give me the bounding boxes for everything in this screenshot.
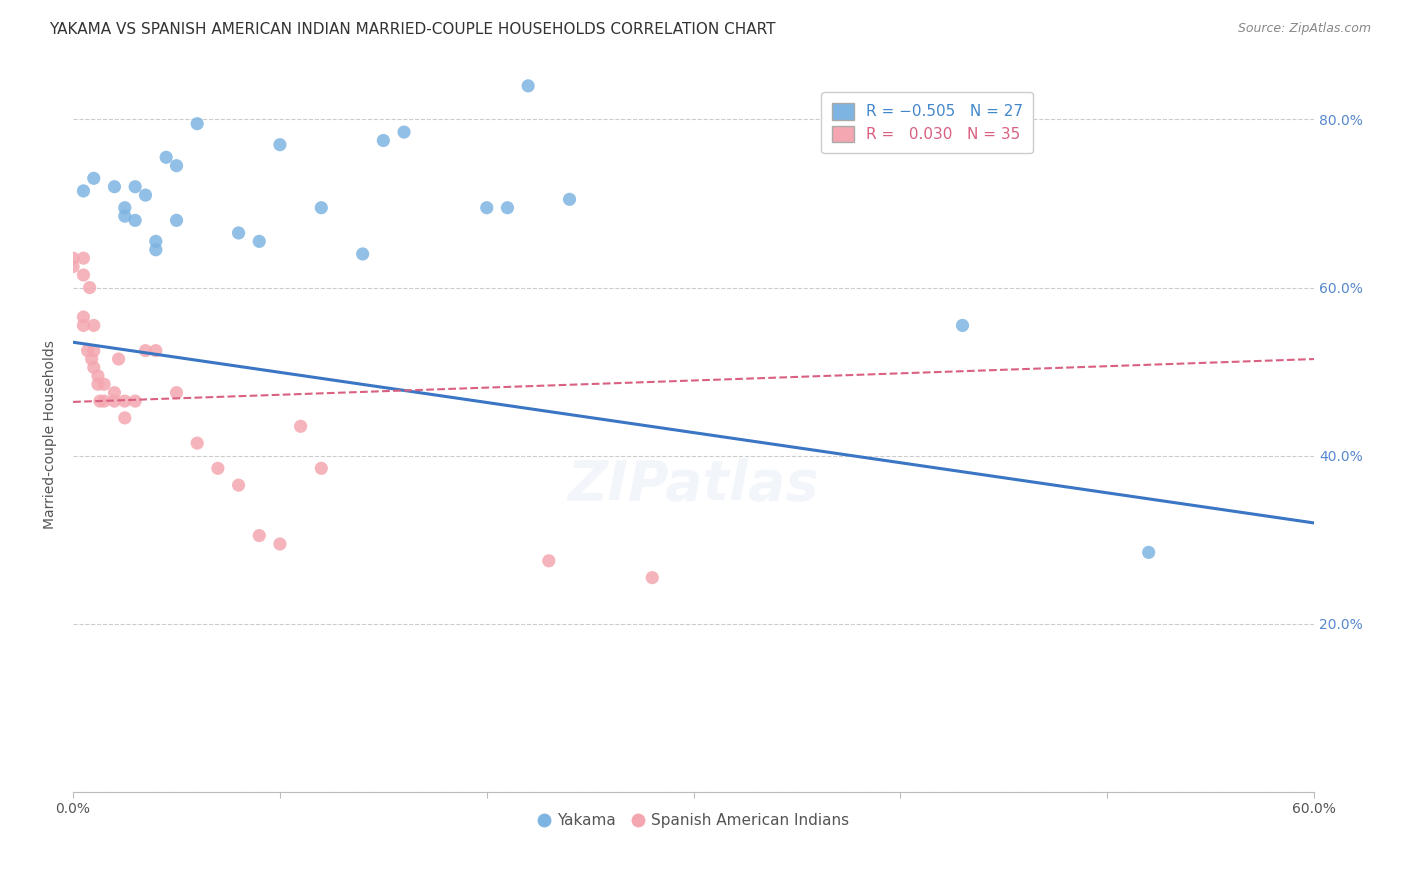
- Point: [475, 201, 498, 215]
- Point: [72, 268, 94, 282]
- Point: [641, 571, 664, 585]
- Point: [83, 343, 105, 358]
- Point: [207, 461, 229, 475]
- Point: [134, 188, 156, 202]
- Point: [166, 385, 188, 400]
- Point: [83, 318, 105, 333]
- Point: [62, 260, 84, 274]
- Point: [124, 394, 146, 409]
- Point: [269, 137, 291, 152]
- Point: [1137, 545, 1160, 559]
- Point: [87, 368, 110, 383]
- Point: [114, 209, 136, 223]
- Point: [145, 243, 167, 257]
- Point: [145, 235, 167, 249]
- Point: [80, 352, 103, 367]
- Point: [72, 310, 94, 324]
- Point: [166, 159, 188, 173]
- Point: [93, 394, 115, 409]
- Y-axis label: Married-couple Households: Married-couple Households: [44, 340, 58, 529]
- Point: [247, 235, 270, 249]
- Point: [537, 554, 560, 568]
- Point: [311, 201, 333, 215]
- Point: [373, 133, 395, 147]
- Point: [103, 394, 125, 409]
- Point: [352, 247, 374, 261]
- Point: [79, 280, 101, 294]
- Point: [114, 201, 136, 215]
- Point: [76, 343, 98, 358]
- Point: [517, 78, 540, 93]
- Point: [87, 377, 110, 392]
- Text: ZIPatlas: ZIPatlas: [568, 458, 820, 512]
- Point: [72, 184, 94, 198]
- Point: [134, 343, 156, 358]
- Legend: Yakama, Spanish American Indians: Yakama, Spanish American Indians: [531, 807, 856, 834]
- Point: [72, 318, 94, 333]
- Point: [290, 419, 312, 434]
- Point: [247, 528, 270, 542]
- Point: [107, 352, 129, 367]
- Point: [228, 226, 250, 240]
- Point: [155, 150, 177, 164]
- Point: [228, 478, 250, 492]
- Point: [166, 213, 188, 227]
- Point: [311, 461, 333, 475]
- Point: [558, 192, 581, 206]
- Point: [952, 318, 974, 333]
- Point: [186, 436, 208, 450]
- Text: Source: ZipAtlas.com: Source: ZipAtlas.com: [1237, 22, 1371, 36]
- Point: [496, 201, 519, 215]
- Point: [124, 179, 146, 194]
- Point: [93, 377, 115, 392]
- Point: [186, 117, 208, 131]
- Point: [103, 179, 125, 194]
- Point: [103, 385, 125, 400]
- Point: [83, 360, 105, 375]
- Point: [114, 410, 136, 425]
- Point: [124, 213, 146, 227]
- Point: [114, 394, 136, 409]
- Point: [392, 125, 415, 139]
- Point: [145, 343, 167, 358]
- Text: YAKAMA VS SPANISH AMERICAN INDIAN MARRIED-COUPLE HOUSEHOLDS CORRELATION CHART: YAKAMA VS SPANISH AMERICAN INDIAN MARRIE…: [49, 22, 776, 37]
- Point: [72, 251, 94, 265]
- Point: [269, 537, 291, 551]
- Point: [62, 251, 84, 265]
- Point: [83, 171, 105, 186]
- Point: [89, 394, 111, 409]
